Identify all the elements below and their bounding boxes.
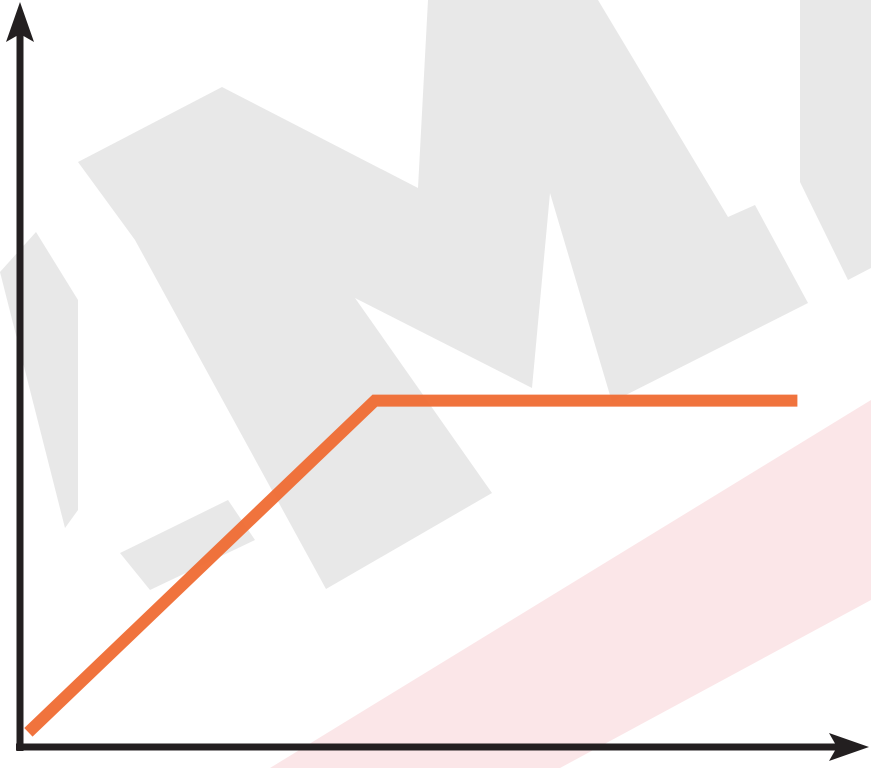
watermark-red-band (270, 400, 871, 768)
x-axis-arrow (829, 733, 869, 761)
series-line-1 (24, 394, 798, 737)
y-axis-arrow (6, 2, 34, 42)
plot-area (24, 394, 798, 737)
watermark-gray-letters (0, 0, 871, 590)
axes (6, 2, 869, 761)
